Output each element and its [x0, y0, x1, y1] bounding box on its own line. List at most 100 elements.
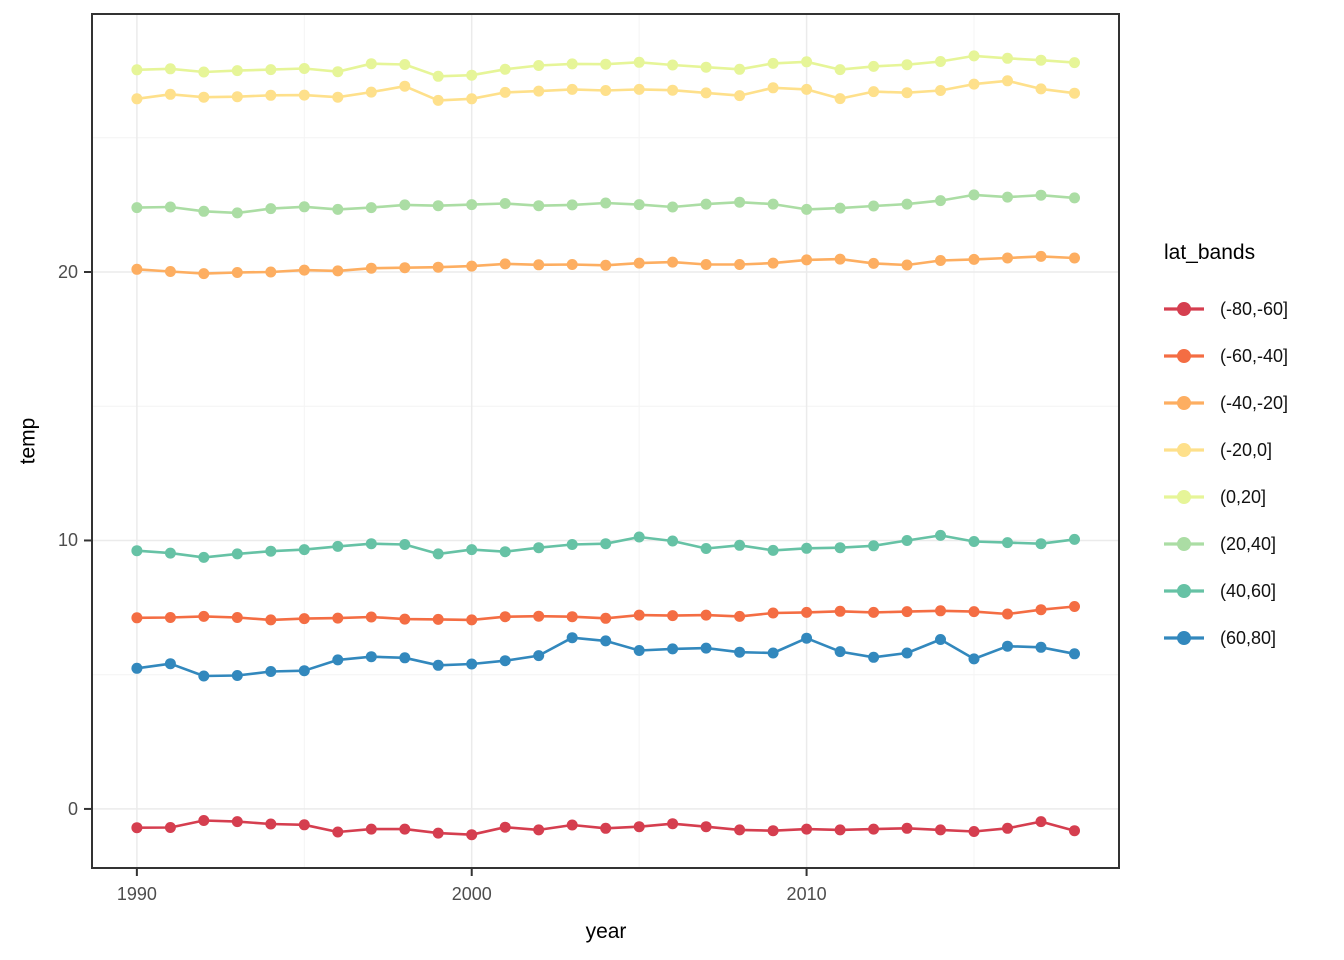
data-point	[566, 58, 578, 70]
data-point	[499, 63, 511, 75]
data-point	[868, 606, 880, 618]
data-point	[566, 819, 578, 831]
legend-key-icon	[1164, 395, 1204, 410]
data-point	[667, 201, 679, 213]
data-point	[566, 83, 578, 95]
data-point	[1002, 608, 1013, 620]
data-point	[432, 261, 444, 273]
data-point	[399, 823, 411, 835]
data-point	[265, 203, 277, 215]
y-tick-label: 20	[57, 261, 78, 282]
data-point	[466, 69, 478, 81]
data-point	[1002, 822, 1013, 834]
data-point	[1035, 604, 1047, 616]
data-point	[767, 57, 779, 69]
data-point	[332, 91, 344, 103]
data-point	[533, 85, 545, 97]
data-point	[332, 654, 344, 666]
data-point	[1035, 538, 1047, 550]
x-tick-label: 2000	[451, 884, 492, 904]
data-point	[298, 544, 310, 556]
data-point	[834, 646, 846, 658]
data-point	[131, 64, 143, 76]
data-point	[131, 263, 143, 275]
data-point	[1002, 191, 1013, 203]
data-point	[801, 632, 813, 644]
legend-item-label: (40,60]	[1220, 580, 1277, 601]
data-point	[164, 88, 176, 100]
data-point	[499, 198, 511, 209]
legend-item-label: (0,20]	[1220, 486, 1267, 507]
y-axis-title: temp	[16, 417, 40, 465]
data-point	[1035, 641, 1047, 653]
data-point	[499, 258, 511, 270]
data-point	[801, 203, 813, 215]
data-point	[1069, 601, 1080, 612]
data-point	[734, 63, 746, 75]
data-point	[600, 822, 612, 834]
data-point	[834, 542, 846, 554]
data-point	[164, 822, 176, 833]
data-point	[1002, 75, 1013, 87]
legend-item-label: (20,40]	[1220, 533, 1277, 554]
data-point	[935, 255, 946, 266]
data-point	[1002, 52, 1013, 64]
data-point	[734, 196, 746, 208]
data-point	[834, 253, 846, 265]
data-point	[265, 89, 277, 101]
data-point	[868, 86, 880, 98]
data-point	[198, 551, 210, 563]
data-point	[533, 200, 545, 212]
legend-key-icon	[1164, 536, 1204, 551]
legend-key-icon	[1164, 630, 1204, 645]
data-point	[868, 60, 880, 72]
data-point	[1002, 252, 1013, 264]
data-point	[901, 59, 913, 71]
data-point	[365, 538, 377, 550]
data-point	[633, 83, 645, 95]
data-point	[265, 64, 277, 76]
data-point	[868, 823, 880, 835]
data-point	[834, 824, 846, 836]
data-point	[801, 56, 813, 68]
data-point	[600, 635, 612, 647]
data-point	[365, 651, 377, 663]
data-point	[332, 826, 344, 838]
legend-key-icon	[1164, 442, 1204, 457]
data-point	[600, 612, 612, 624]
data-point	[432, 613, 444, 625]
data-point	[298, 665, 310, 677]
data-point	[365, 86, 377, 98]
data-point	[432, 548, 444, 560]
data-point	[432, 827, 444, 839]
data-point	[901, 259, 913, 271]
data-point	[499, 655, 511, 667]
legend-items: (-80,-60] (-60,-40] (-40,-20] (-20,0] (0,20]…	[1163, 285, 1341, 661]
data-point	[566, 632, 578, 644]
data-point	[935, 56, 946, 67]
data-point	[499, 821, 511, 833]
data-point	[901, 606, 913, 618]
data-point	[399, 80, 411, 92]
data-point	[734, 539, 746, 551]
data-point	[667, 256, 679, 268]
data-point	[566, 611, 578, 623]
data-point	[298, 613, 310, 625]
legend-item: (60,80]	[1163, 614, 1341, 661]
data-point	[600, 197, 612, 209]
data-point	[868, 651, 880, 663]
data-point	[198, 610, 210, 622]
legend-key-icon	[1164, 348, 1204, 363]
data-point	[767, 825, 779, 837]
data-point	[600, 58, 612, 70]
data-point	[901, 535, 913, 546]
data-point	[968, 78, 980, 90]
data-point	[231, 612, 243, 623]
data-point	[700, 61, 712, 73]
data-point	[466, 199, 478, 211]
data-point	[131, 822, 143, 834]
data-point	[164, 612, 176, 623]
data-point	[901, 647, 913, 659]
data-point	[298, 819, 310, 831]
data-point	[298, 63, 310, 74]
